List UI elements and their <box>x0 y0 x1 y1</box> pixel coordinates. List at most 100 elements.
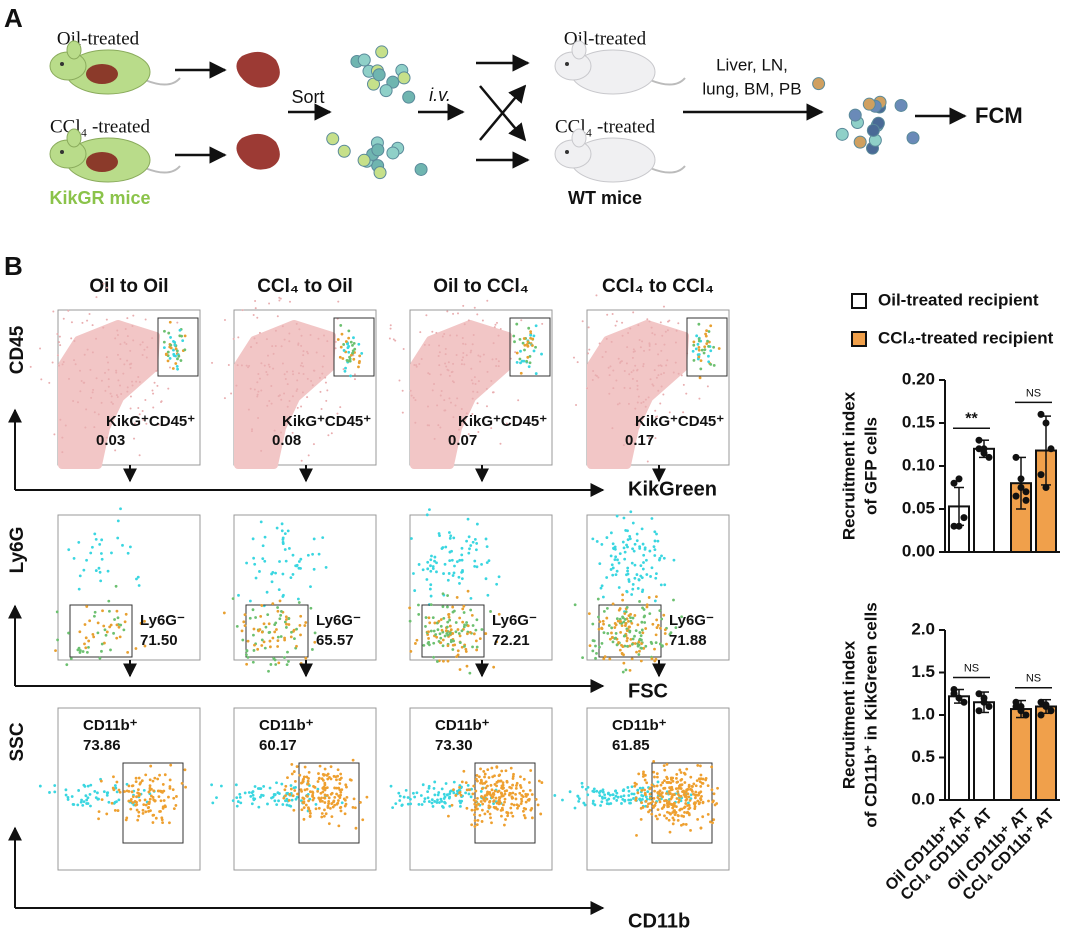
event-dot <box>442 572 445 575</box>
event-dot <box>665 642 668 646</box>
event-dot <box>307 454 310 457</box>
event-dot <box>632 350 635 353</box>
event-dot <box>335 792 338 796</box>
event-dot <box>609 365 612 368</box>
event-dot <box>54 649 57 653</box>
event-dot <box>644 627 648 630</box>
event-dot <box>302 365 305 368</box>
data-point <box>1047 707 1055 715</box>
event-dot <box>121 543 124 547</box>
event-dot <box>324 812 328 816</box>
event-dot <box>668 319 671 322</box>
event-dot <box>640 628 644 632</box>
event-dot <box>636 789 640 792</box>
event-dot <box>632 797 635 800</box>
density-blob <box>58 320 160 469</box>
event-dot <box>585 387 588 390</box>
event-dot <box>148 797 152 801</box>
event-dot <box>115 371 118 374</box>
event-dot <box>304 621 308 624</box>
recipient-strain: WT mice <box>568 188 642 208</box>
event-dot <box>449 628 453 632</box>
event-dot <box>709 820 712 824</box>
event-dot <box>276 315 279 318</box>
event-dot <box>629 436 632 439</box>
event-dot <box>485 405 488 408</box>
event-dot <box>275 526 279 530</box>
event-dot <box>628 535 632 538</box>
event-dot <box>270 402 273 405</box>
event-dot <box>299 364 302 367</box>
event-dot <box>475 645 479 649</box>
event-dot <box>412 791 415 795</box>
event-dot <box>511 288 514 291</box>
event-dot <box>476 819 480 822</box>
event-dot <box>528 361 532 365</box>
event-dot <box>90 396 93 399</box>
event-dot <box>495 582 499 586</box>
event-dot <box>172 796 176 800</box>
event-dot <box>706 339 709 343</box>
event-dot <box>155 369 158 372</box>
event-dot <box>428 621 432 625</box>
event-dot <box>105 356 108 359</box>
event-dot <box>465 632 469 636</box>
event-dot <box>647 802 650 806</box>
event-dot <box>480 562 483 566</box>
gate-label: CD11b⁺ <box>259 717 314 734</box>
event-dot <box>159 799 163 803</box>
event-dot <box>609 568 613 571</box>
event-dot <box>520 359 524 363</box>
event-dot <box>237 336 240 339</box>
plot-frame <box>57 514 201 661</box>
event-dot <box>624 624 627 627</box>
event-dot <box>299 614 303 618</box>
event-dot <box>88 619 92 623</box>
event-dot <box>72 399 75 402</box>
event-dot <box>671 779 675 783</box>
event-dot <box>615 514 619 518</box>
data-point <box>955 475 963 483</box>
event-dot <box>697 348 701 352</box>
data-point <box>1047 445 1055 453</box>
event-dot <box>250 345 253 348</box>
event-dot <box>433 437 436 440</box>
event-dot <box>438 351 441 354</box>
event-dot <box>622 789 625 793</box>
event-dot <box>460 799 464 803</box>
event-dot <box>529 333 533 337</box>
event-dot <box>253 388 256 391</box>
event-dot <box>109 623 113 627</box>
spleen-icon <box>236 133 280 170</box>
event-dot <box>340 801 344 805</box>
event-dot <box>342 797 346 801</box>
event-dot <box>499 791 503 795</box>
event-dot <box>299 662 303 665</box>
event-dot <box>615 569 619 573</box>
event-dot <box>706 385 709 388</box>
event-dot <box>292 808 296 812</box>
event-dot <box>431 567 435 571</box>
event-dot <box>699 826 703 830</box>
event-dot <box>684 802 688 805</box>
event-dot <box>336 412 339 415</box>
event-dot <box>286 776 289 779</box>
event-dot <box>469 351 472 354</box>
event-dot <box>123 620 127 624</box>
event-dot <box>283 620 287 624</box>
event-dot <box>283 636 286 640</box>
event-dot <box>287 623 291 626</box>
event-dot <box>409 389 412 392</box>
event-dot <box>499 442 502 445</box>
event-dot <box>426 424 429 427</box>
event-dot <box>689 828 692 832</box>
event-dot <box>259 787 263 791</box>
event-dot <box>515 781 519 785</box>
event-dot <box>706 784 710 788</box>
event-dot <box>295 627 298 631</box>
event-dot <box>643 788 646 792</box>
event-dot <box>629 616 632 619</box>
gate <box>333 317 375 377</box>
event-dot <box>483 775 486 779</box>
event-dot <box>430 801 434 805</box>
